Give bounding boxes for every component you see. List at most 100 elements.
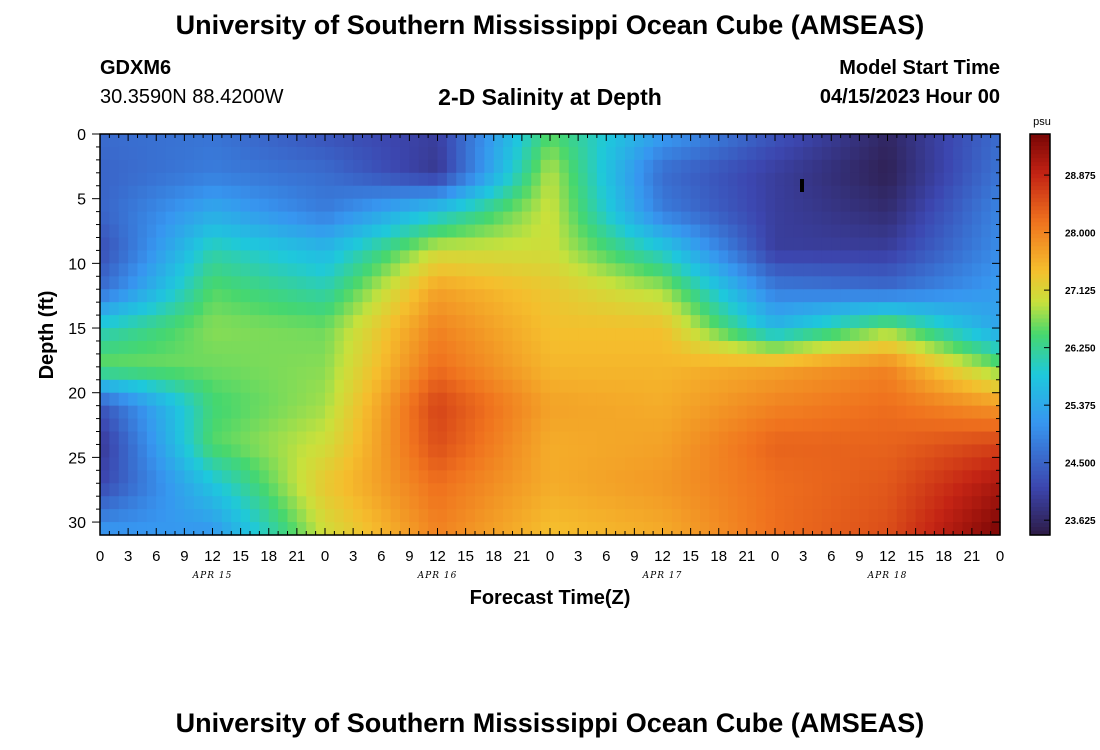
heatmap-cell: [362, 250, 373, 264]
heatmap-cell: [718, 250, 729, 264]
heatmap-cell: [409, 146, 420, 161]
heatmap-cell: [343, 483, 354, 497]
heatmap-cell: [109, 328, 120, 342]
heatmap-cell: [962, 392, 973, 407]
x-tick-label: 3: [124, 548, 132, 565]
heatmap-cell: [512, 134, 523, 148]
heatmap-cell: [334, 509, 345, 523]
heatmap-cell: [596, 185, 607, 200]
heatmap-cell: [784, 172, 795, 187]
heatmap-cell: [606, 431, 617, 446]
heatmap-cell: [559, 509, 570, 523]
heatmap-cell: [896, 496, 907, 510]
heatmap-cell: [943, 509, 954, 523]
heatmap-cell: [240, 509, 251, 523]
colorbar-swatch: [1030, 414, 1050, 420]
x-tick-label: 12: [879, 548, 896, 565]
heatmap-cell: [681, 315, 692, 329]
heatmap-cell: [925, 496, 935, 510]
heatmap-cell: [728, 496, 739, 510]
heatmap-cell: [784, 276, 795, 290]
heatmap-cell: [850, 509, 860, 523]
heatmap-cell: [503, 159, 514, 174]
heatmap-cell: [512, 185, 523, 200]
heatmap-cell: [175, 470, 185, 484]
colorbar-swatch: [1030, 530, 1050, 536]
heatmap-cell: [962, 185, 973, 200]
x-tick-label: 6: [377, 548, 385, 565]
heatmap-cell: [868, 392, 879, 407]
heatmap-cell: [690, 392, 701, 407]
heatmap-cell: [128, 509, 139, 523]
heatmap-cell: [240, 444, 251, 458]
heatmap-cell: [550, 496, 560, 510]
heatmap-cell: [671, 146, 682, 161]
heatmap-cell: [896, 366, 907, 381]
heatmap-cell: [371, 522, 382, 536]
heatmap-cell: [653, 250, 664, 264]
heatmap-cell: [643, 185, 654, 200]
heatmap-cell: [362, 522, 373, 536]
heatmap-cell: [859, 289, 870, 303]
heatmap-cell: [990, 470, 1001, 484]
heatmap-cell: [859, 470, 870, 484]
heatmap-cell: [287, 379, 298, 394]
heatmap-cell: [334, 522, 345, 536]
heatmap-cell: [165, 392, 176, 407]
heatmap-cell: [231, 392, 242, 407]
heatmap-cell: [653, 444, 664, 458]
heatmap-cell: [437, 315, 448, 329]
heatmap-cell: [615, 302, 626, 316]
heatmap-cell: [503, 250, 514, 264]
heatmap-cell: [315, 224, 326, 239]
heatmap-cell: [746, 263, 757, 277]
heatmap-cell: [315, 134, 326, 148]
heatmap-cell: [118, 470, 129, 484]
heatmap-cell: [203, 237, 214, 252]
heatmap-cell: [184, 509, 195, 523]
heatmap-cell: [981, 457, 992, 471]
heatmap-cell: [146, 211, 157, 226]
heatmap-cell: [718, 457, 729, 471]
heatmap-cell: [212, 134, 223, 148]
heatmap-cell: [943, 522, 954, 536]
heatmap-cell: [756, 418, 767, 433]
heatmap-cell: [550, 328, 560, 342]
heatmap-cell: [990, 185, 1001, 200]
heatmap-cell: [878, 302, 889, 316]
heatmap-cell: [700, 353, 710, 368]
heatmap-cell: [690, 405, 701, 420]
heatmap-cell: [343, 224, 354, 239]
heatmap-cell: [840, 172, 851, 187]
heatmap-cell: [681, 146, 692, 161]
heatmap-cell: [737, 457, 748, 471]
heatmap-cell: [559, 431, 570, 446]
heatmap-cell: [315, 198, 326, 213]
heatmap-cell: [306, 366, 317, 381]
heatmap-cell: [662, 211, 673, 226]
heatmap-cell: [475, 185, 485, 200]
heatmap-cell: [268, 134, 279, 148]
heatmap-cell: [700, 379, 710, 394]
heatmap-cell: [765, 522, 776, 536]
heatmap-cell: [559, 353, 570, 368]
heatmap-cell: [493, 444, 504, 458]
heatmap-cell: [231, 418, 242, 433]
heatmap-cell: [568, 185, 579, 200]
heatmap-cell: [334, 237, 345, 252]
heatmap-cell: [643, 315, 654, 329]
heatmap-cell: [587, 353, 598, 368]
heatmap-cell: [878, 483, 889, 497]
heatmap-cell: [662, 418, 673, 433]
colorbar-swatch: [1030, 222, 1050, 227]
heatmap-cell: [512, 392, 523, 407]
heatmap-cell: [390, 250, 401, 264]
heatmap-cell: [390, 496, 401, 510]
heatmap-cell: [540, 185, 551, 200]
heatmap-cell: [550, 405, 560, 420]
heatmap-cell: [615, 379, 626, 394]
heatmap-cell: [559, 457, 570, 471]
heatmap-cell: [484, 237, 495, 252]
heatmap-cell: [128, 315, 139, 329]
heatmap-cell: [118, 483, 129, 497]
